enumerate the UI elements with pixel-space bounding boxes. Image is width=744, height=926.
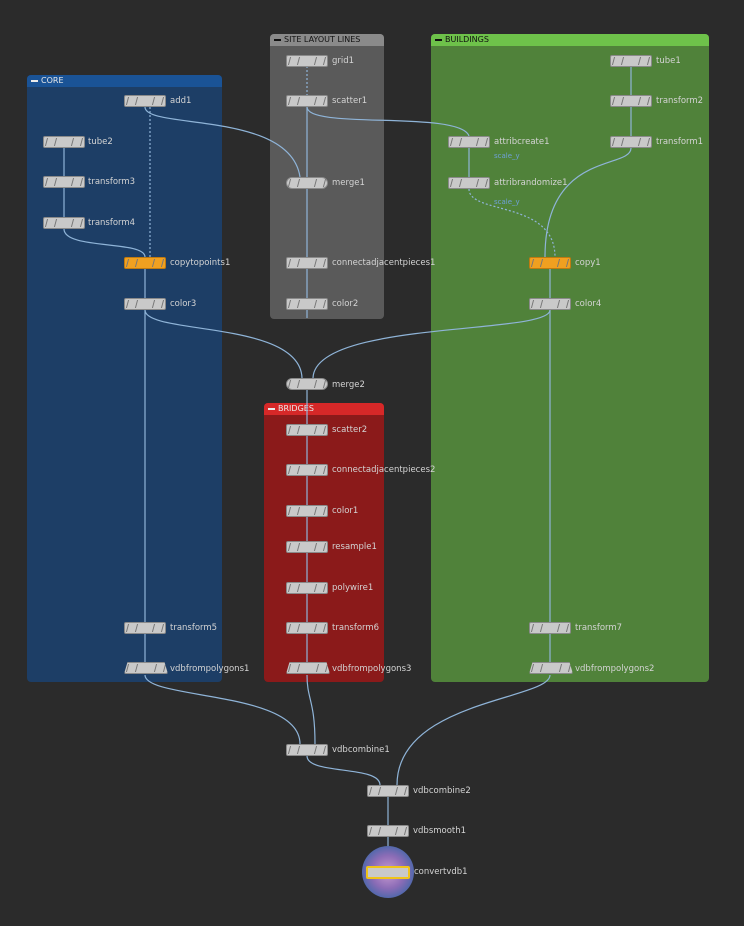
node-label-color1: color1 [332,506,359,516]
node-transform5[interactable] [124,622,166,634]
node-color1[interactable] [286,505,328,517]
node-polywire1[interactable] [286,582,328,594]
node-label-vdbfrompolygons1: vdbfrompolygons1 [170,664,250,674]
node-tube1[interactable] [610,55,652,67]
node-scatter2[interactable] [286,424,328,436]
node-tube2[interactable] [43,136,85,148]
node-label-color2: color2 [332,299,359,309]
network-box-site-title: SITE LAYOUT LINES [284,35,361,44]
node-label-grid1: grid1 [332,56,355,66]
node-merge2[interactable] [286,378,328,390]
node-transform4[interactable] [43,217,85,229]
node-label-add1: add1 [170,96,192,106]
node-vdbcombine1[interactable] [286,744,328,756]
node-copytopoints1[interactable] [124,257,166,269]
collapse-icon[interactable] [435,38,442,41]
node-label-merge1: merge1 [332,178,365,188]
node-label-tube1: tube1 [656,56,681,66]
node-sublabel-attribrandomize1: scale_y [494,198,520,206]
node-connectadjacentpieces1[interactable] [286,257,328,269]
network-box-buildings-title: BUILDINGS [445,35,489,44]
collapse-icon[interactable] [274,38,281,41]
node-color4[interactable] [529,298,571,310]
node-label-transform2: transform2 [656,96,704,106]
node-label-transform3: transform3 [88,177,136,187]
node-vdbsmooth1[interactable] [367,825,409,837]
network-box-core-title: CORE [41,76,64,85]
node-sublabel-attribcreate1: scale_y [494,152,520,160]
network-box-site-header[interactable]: SITE LAYOUT LINES [270,34,384,46]
node-label-copytopoints1: copytopoints1 [170,258,231,268]
node-label-convertvdb1: convertvdb1 [414,867,468,877]
node-convertvdb1[interactable] [366,866,410,879]
node-label-vdbfrompolygons3: vdbfrompolygons3 [332,664,412,674]
node-label-transform7: transform7 [575,623,623,633]
node-transform3[interactable] [43,176,85,188]
node-vdbfrompolygons1[interactable] [124,662,168,674]
node-color2[interactable] [286,298,328,310]
node-attribcreate1[interactable] [448,136,490,148]
network-box-bridges-title: BRIDGES [278,404,314,413]
node-vdbfrompolygons3[interactable] [286,662,330,674]
node-label-resample1: resample1 [332,542,377,552]
network-box-bridges-header[interactable]: BRIDGES [264,403,384,415]
node-label-vdbcombine1: vdbcombine1 [332,745,390,755]
node-transform1[interactable] [610,136,652,148]
node-label-merge2: merge2 [332,380,365,390]
node-label-transform6: transform6 [332,623,380,633]
node-label-copy1: copy1 [575,258,601,268]
node-add1[interactable] [124,95,166,107]
node-label-connectadjacentpieces1: connectadjacentpieces1 [332,258,436,268]
node-transform7[interactable] [529,622,571,634]
network-box-core-header[interactable]: CORE [27,75,222,87]
node-vdbfrompolygons2[interactable] [529,662,573,674]
node-transform6[interactable] [286,622,328,634]
node-label-vdbsmooth1: vdbsmooth1 [413,826,467,836]
node-merge1[interactable] [286,177,328,189]
node-label-vdbcombine2: vdbcombine2 [413,786,471,796]
node-label-color3: color3 [170,299,197,309]
collapse-icon[interactable] [31,79,38,82]
node-connectadjacentpieces2[interactable] [286,464,328,476]
node-transform2[interactable] [610,95,652,107]
node-label-scatter2: scatter2 [332,425,368,435]
node-scatter1[interactable] [286,95,328,107]
node-label-connectadjacentpieces2: connectadjacentpieces2 [332,465,436,475]
node-attribrandomize1[interactable] [448,177,490,189]
node-label-transform1: transform1 [656,137,704,147]
node-label-tube2: tube2 [88,137,113,147]
node-label-attribcreate1: attribcreate1 [494,137,550,147]
node-label-vdbfrompolygons2: vdbfrompolygons2 [575,664,655,674]
node-grid1[interactable] [286,55,328,67]
node-vdbcombine2[interactable] [367,785,409,797]
node-label-transform4: transform4 [88,218,136,228]
collapse-icon[interactable] [268,407,275,410]
node-label-color4: color4 [575,299,602,309]
node-label-polywire1: polywire1 [332,583,374,593]
node-label-attribrandomize1: attribrandomize1 [494,178,568,188]
network-box-buildings-header[interactable]: BUILDINGS [431,34,709,46]
node-label-scatter1: scatter1 [332,96,368,106]
network-box-buildings[interactable]: BUILDINGS [431,34,709,682]
node-color3[interactable] [124,298,166,310]
node-copy1[interactable] [529,257,571,269]
node-label-transform5: transform5 [170,623,218,633]
node-resample1[interactable] [286,541,328,553]
